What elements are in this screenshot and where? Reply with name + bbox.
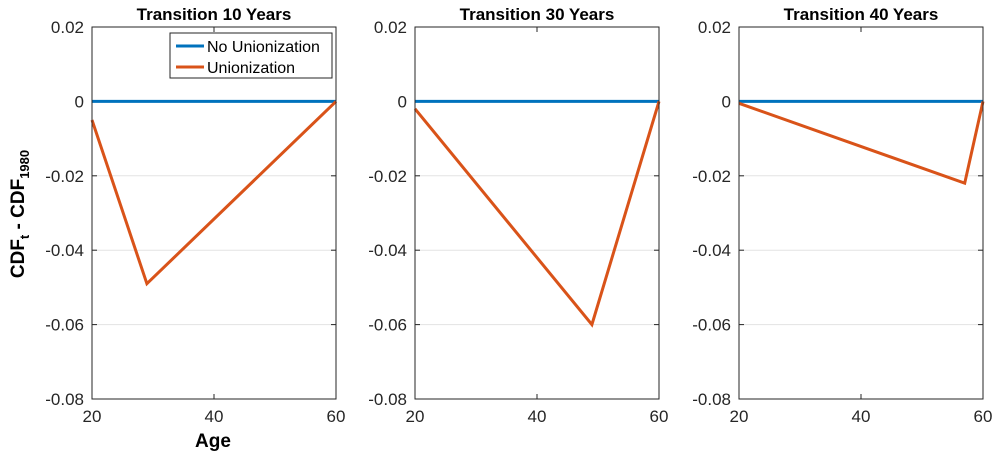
x-tick-label: 40 [528,407,547,426]
y-axis-label-mid: - CDF [8,179,29,235]
y-tick-label: 0 [722,92,731,111]
y-tick-label: 0.02 [374,18,407,37]
legend-label-1: No Unionization [207,39,320,56]
y-tick-label: -0.02 [692,167,731,186]
y-axis-label-sub-1980: 1980 [17,150,32,179]
plot-area [415,27,659,399]
y-tick-label: -0.04 [45,241,84,260]
legend: No Unionization Unionization [169,32,333,79]
x-axis-label: Age [195,431,231,452]
y-tick-label: -0.08 [692,390,731,409]
x-tick-label: 20 [83,407,102,426]
y-tick-label: -0.04 [692,241,731,260]
x-tick-label: 60 [327,407,346,426]
y-tick-label: 0 [398,92,407,111]
x-tick-label: 60 [650,407,669,426]
x-tick-label: 60 [974,407,993,426]
panel-title: Transition 40 Years [784,5,939,24]
y-tick-label: -0.02 [368,167,407,186]
y-tick-label: -0.06 [368,316,407,335]
x-tick-label: 40 [205,407,224,426]
panel-title: Transition 10 Years [137,5,292,24]
x-tick-label: 20 [730,407,749,426]
y-tick-label: -0.06 [692,316,731,335]
legend-label-2: Unionization [207,60,295,77]
y-tick-label: -0.08 [45,390,84,409]
y-tick-label: -0.08 [368,390,407,409]
y-axis-label-sub-t: t [17,234,32,239]
y-tick-label: -0.02 [45,167,84,186]
plot-area [739,27,983,399]
panel-title: Transition 30 Years [460,5,615,24]
x-tick-label: 40 [852,407,871,426]
series-line-unionization [738,101,985,186]
y-axis-label: CDFt - CDF1980 [8,150,32,278]
y-tick-label: -0.04 [368,241,407,260]
series-line-unionization [90,100,338,287]
y-tick-label: 0 [75,92,84,111]
y-tick-label: 0.02 [698,18,731,37]
series-line-unionization [413,100,661,328]
plot-area [92,27,336,399]
axes-frame [91,26,337,400]
axes-frame [738,26,984,400]
legend-box [169,32,333,79]
y-tick-label: 0.02 [51,18,84,37]
x-tick-label: 20 [406,407,425,426]
y-axis-label-main: CDF [8,239,29,278]
y-tick-label: -0.06 [45,316,84,335]
axes-frame [414,26,660,400]
